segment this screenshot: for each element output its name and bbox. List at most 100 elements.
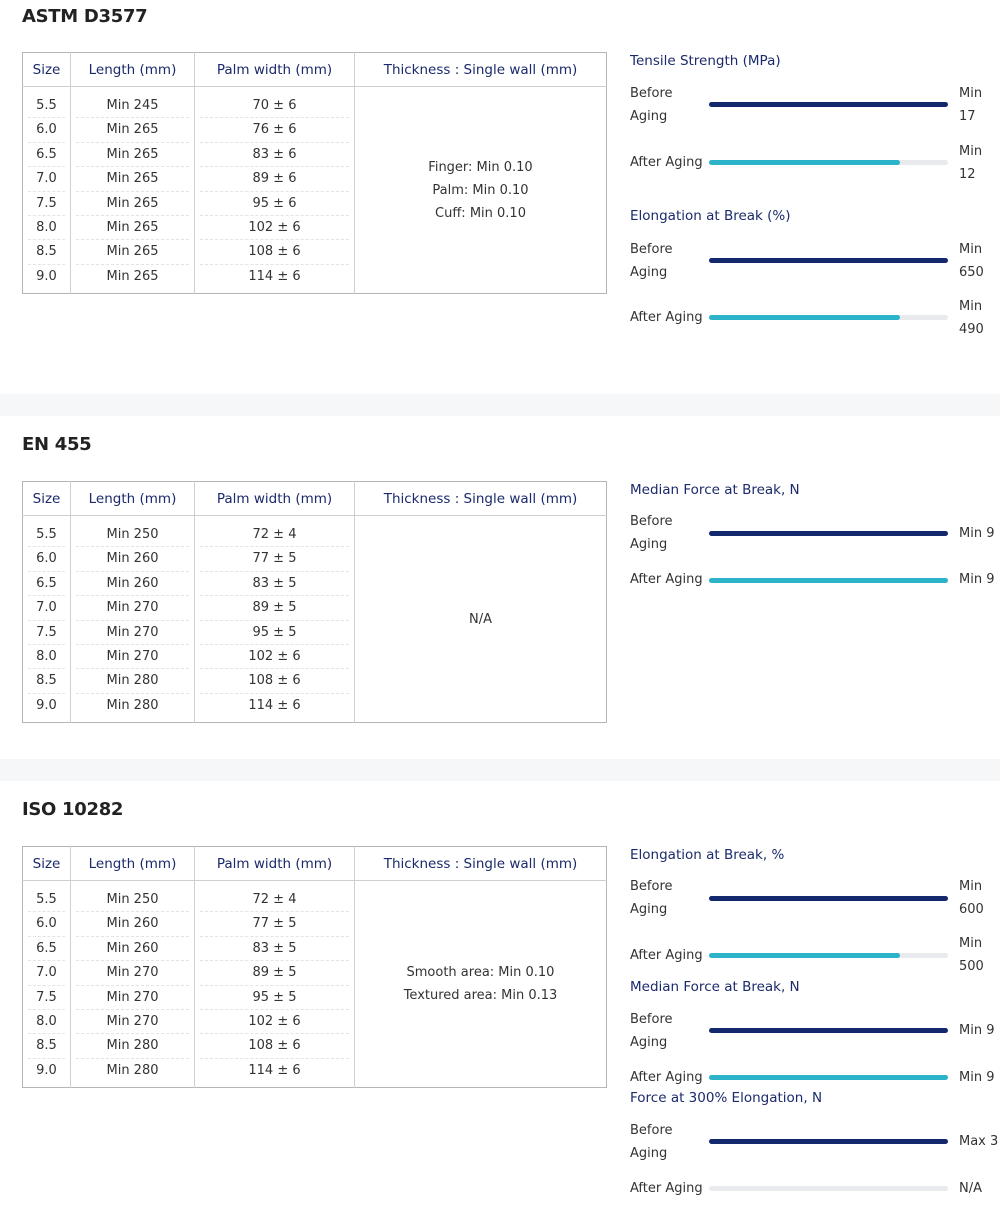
size-cell: 8.5: [28, 1034, 65, 1059]
length-cell: Min 265: [76, 216, 189, 241]
thickness-line: Smooth area: Min 0.10: [406, 965, 555, 981]
bar-fill: [709, 531, 948, 536]
bar-fill: [709, 1028, 948, 1033]
property-title: Force at 300% Elongation, N: [630, 1090, 823, 1106]
size-cell: 5.5: [28, 523, 65, 548]
size-spec-table: Size Length (mm) Palm width (mm) Thickne…: [22, 481, 607, 724]
palm-width-cell: 108 ± 6: [200, 240, 349, 265]
after-aging-label: After Aging: [630, 948, 703, 963]
after-aging-bar: [709, 160, 948, 165]
table-row: 8.0 Min 270 102 ± 6: [22, 644, 607, 670]
palm-width-cell: 77 ± 5: [200, 912, 349, 937]
table-row: 7.5 Min 265 95 ± 6: [22, 191, 607, 216]
size-cell: 8.0: [28, 216, 65, 241]
table-row: 8.5 Min 280 108 ± 6: [22, 1034, 607, 1059]
after-aging-value: Min 9: [959, 572, 995, 587]
thickness-line: Palm: Min 0.10: [432, 182, 529, 198]
table-row: 7.0 Min 265 89 ± 6: [22, 167, 607, 192]
thickness-line: Finger: Min 0.10: [428, 159, 533, 175]
table-row: 8.5 Min 280 108 ± 6: [22, 669, 607, 694]
bar-fill: [709, 258, 948, 263]
header-thickness: Thickness : Single wall (mm): [354, 52, 607, 87]
thickness-cell: N/A: [355, 516, 607, 723]
after-aging-value: Min 500: [959, 936, 984, 974]
after-aging-bar: [709, 315, 948, 320]
size-cell: 6.0: [28, 547, 65, 572]
section-title: ISO 10282: [22, 799, 124, 820]
after-aging-bar: [709, 1075, 948, 1080]
before-aging-value: Min 9: [959, 526, 995, 541]
size-cell: 7.0: [28, 167, 65, 192]
section-divider: [0, 759, 1000, 781]
size-cell: 6.0: [28, 912, 65, 937]
size-spec-table: Size Length (mm) Palm width (mm) Thickne…: [22, 846, 607, 1089]
header-size: Size: [22, 846, 71, 881]
before-aging-bar: [709, 258, 948, 263]
header-thickness: Thickness : Single wall (mm): [354, 846, 607, 881]
length-cell: Min 270: [76, 986, 189, 1010]
table-row: 5.5 Min 250 72 ± 4: [22, 888, 607, 913]
bar-fill: [709, 953, 901, 958]
table-row: 5.5 Min 250 72 ± 4: [22, 523, 607, 548]
palm-width-cell: 77 ± 5: [200, 547, 349, 572]
before-aging-value: Min 9: [959, 1023, 995, 1038]
length-cell: Min 270: [76, 645, 189, 670]
size-cell: 6.0: [28, 118, 65, 143]
size-cell: 8.5: [28, 240, 65, 265]
palm-width-cell: 72 ± 4: [200, 888, 349, 913]
palm-width-cell: 83 ± 5: [200, 572, 349, 597]
header-palm-width: Palm width (mm): [194, 481, 355, 516]
section-title: EN 455: [22, 434, 92, 455]
table-row: 8.0 Min 265 102 ± 6: [22, 215, 607, 241]
length-cell: Min 270: [76, 1010, 189, 1035]
thickness-line: Cuff: Min 0.10: [435, 205, 526, 221]
header-length: Length (mm): [70, 481, 195, 516]
section-divider: [0, 394, 1000, 416]
table-header-row: Size Length (mm) Palm width (mm) Thickne…: [22, 481, 607, 516]
length-cell: Min 265: [76, 143, 189, 168]
header-thickness: Thickness : Single wall (mm): [354, 481, 607, 516]
after-aging-label: After Aging: [630, 572, 703, 587]
table-row: 7.0 Min 270 89 ± 5: [22, 596, 607, 621]
palm-width-cell: 72 ± 4: [200, 523, 349, 548]
after-aging-bar: [709, 953, 948, 958]
length-cell: Min 265: [76, 118, 189, 143]
before-aging-value: Max 3: [959, 1134, 999, 1149]
palm-width-cell: 95 ± 5: [200, 621, 349, 645]
palm-width-cell: 83 ± 6: [200, 143, 349, 168]
length-cell: Min 280: [106, 1062, 159, 1078]
after-aging-bar: [709, 1186, 948, 1191]
header-size: Size: [22, 481, 71, 516]
header-length: Length (mm): [70, 846, 195, 881]
size-cell: 9.0: [36, 1062, 57, 1078]
palm-width-cell: 95 ± 5: [200, 986, 349, 1010]
bar-fill: [709, 1139, 948, 1144]
size-cell: 7.5: [28, 192, 65, 216]
palm-width-cell: 102 ± 6: [200, 645, 349, 670]
palm-width-cell: 108 ± 6: [200, 669, 349, 694]
before-aging-value: Min 600: [959, 879, 984, 917]
table-header-row: Size Length (mm) Palm width (mm) Thickne…: [22, 52, 607, 87]
after-aging-value: Min 12: [959, 144, 983, 182]
thickness-line: Textured area: Min 0.13: [403, 988, 558, 1004]
after-aging-label: After Aging: [630, 1181, 703, 1196]
after-aging-value: Min 490: [959, 299, 984, 337]
length-cell: Min 280: [76, 669, 189, 694]
length-cell: Min 260: [76, 937, 189, 962]
before-aging-label: Before Aging: [630, 242, 673, 280]
before-aging-label: Before Aging: [630, 879, 673, 917]
length-cell: Min 265: [106, 268, 159, 284]
table-row: 9.0 Min 265 114 ± 6: [22, 264, 607, 289]
length-cell: Min 280: [76, 1034, 189, 1059]
after-aging-bar: [709, 578, 948, 583]
table-row: 5.5 Min 245 70 ± 6: [22, 94, 607, 119]
length-cell: Min 260: [76, 572, 189, 597]
palm-width-cell: 102 ± 6: [200, 1010, 349, 1035]
palm-width-cell: 89 ± 5: [200, 961, 349, 986]
palm-width-cell: 70 ± 6: [200, 94, 349, 119]
before-aging-value: Min 650: [959, 242, 984, 280]
table-row: 7.5 Min 270 95 ± 5: [22, 985, 607, 1010]
table-row: 6.0 Min 260 77 ± 5: [22, 547, 607, 572]
table-row: 7.0 Min 270 89 ± 5: [22, 961, 607, 986]
palm-width-cell: 89 ± 6: [200, 167, 349, 192]
